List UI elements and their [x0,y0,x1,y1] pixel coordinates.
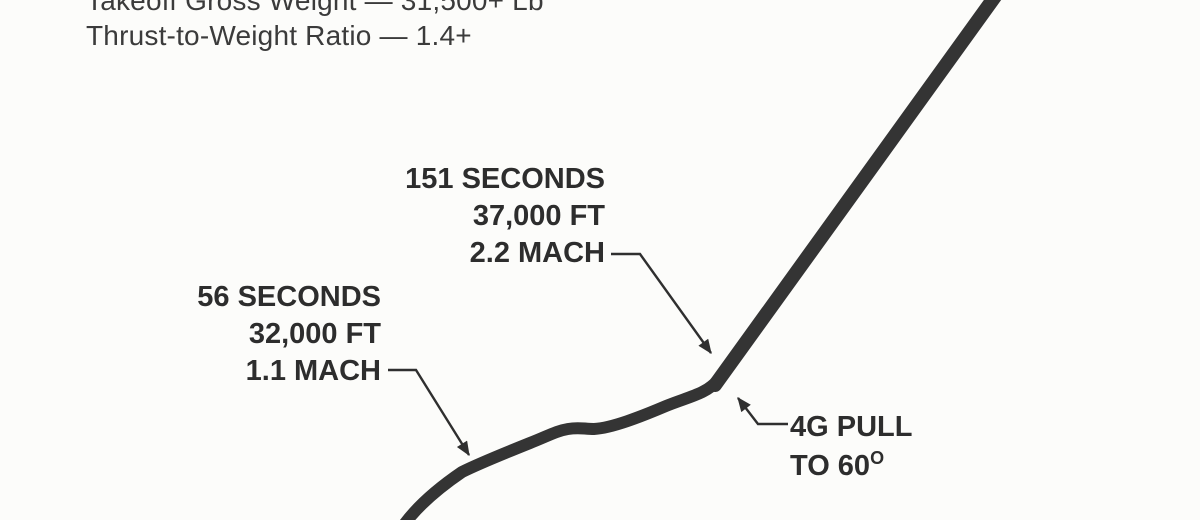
zoom-climb-segment [708,0,1002,392]
callout-4g-pull-line1: 4G PULL [790,411,913,443]
callout-151-altitude: 37,000 FT [472,200,605,232]
flight-path-curve [400,375,723,520]
pull-angle-text: TO 60 [790,450,871,482]
callout-151-seconds: 151 SECONDS 37,000 FT 2.2 MACH [405,161,605,272]
callout-4g-pull-line2: TO 60O [790,443,912,482]
callout-56-mach: 1.1 MACH [245,355,381,387]
callout-4g-pull: 4G PULL TO 60O [790,412,912,482]
degree-superscript: O [870,448,885,468]
thrust-to-weight-text: Thrust-to-Weight Ratio — 1.4+ [86,20,472,51]
leader-line-56s [388,368,471,457]
leader-line-151s [611,252,712,354]
callout-151-time: 151 SECONDS [405,163,605,195]
conditions-block: Takeoff Gross Weight — 31,500+ Lb Thrust… [86,0,544,53]
callout-151-mach: 2.2 MACH [469,237,605,269]
callout-56-time: 56 SECONDS [197,281,381,313]
callout-56-seconds: 56 SECONDS 32,000 FT 1.1 MACH [197,279,381,390]
leader-line-4g-pull [737,397,788,426]
callout-56-altitude: 32,000 FT [248,318,381,350]
takeoff-gross-weight-text: Takeoff Gross Weight — 31,500+ Lb [86,0,544,16]
